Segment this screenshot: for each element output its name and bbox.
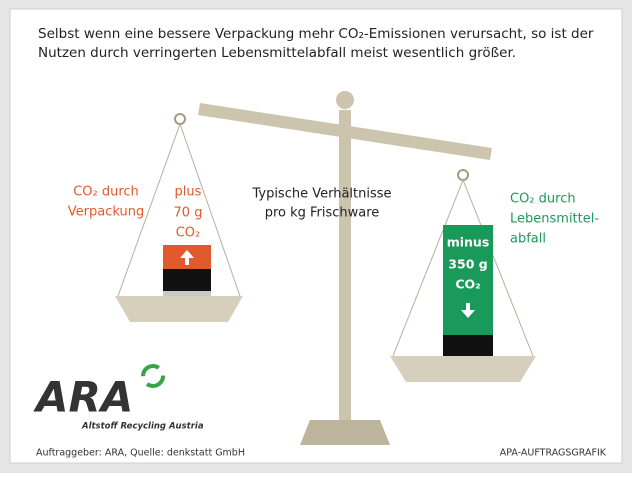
left-amount: CO₂ — [176, 226, 201, 241]
post — [339, 110, 351, 420]
pan — [390, 356, 536, 382]
left-label: Verpackung — [68, 205, 144, 220]
right-label: abfall — [510, 232, 546, 247]
knob — [336, 91, 354, 109]
right-amount: minus — [447, 235, 490, 250]
food-block — [443, 335, 493, 359]
title-line: Selbst wenn eine bessere Verpackung mehr… — [38, 26, 594, 42]
footer-source: Auftraggeber: ARA, Quelle: denkstatt Gmb… — [36, 448, 245, 459]
right-amount: 350 g — [448, 257, 487, 272]
title-line: Nutzen durch verringerten Lebensmittelab… — [38, 45, 516, 61]
center-label: pro kg Frischware — [265, 206, 380, 221]
center-label: Typische Verhältnisse — [251, 187, 391, 202]
left-label: CO₂ durch — [73, 185, 139, 200]
base — [300, 420, 390, 445]
pan — [115, 296, 243, 322]
food-block — [163, 269, 211, 291]
right-label: CO₂ durch — [510, 192, 576, 207]
logo-subtitle: Altstoff Recycling Austria — [81, 422, 204, 432]
logo-name: ARA — [33, 373, 133, 422]
footer-credit: APA-AUFTRAGSGRAFIK — [500, 448, 607, 459]
page: Selbst wenn eine bessere Verpackung mehr… — [0, 0, 632, 477]
infographic: Selbst wenn eine bessere Verpackung mehr… — [0, 0, 632, 473]
right-amount: CO₂ — [455, 277, 480, 292]
left-amount: 70 g — [174, 206, 203, 221]
left-amount: plus — [175, 185, 202, 200]
right-label: Lebensmittel- — [510, 212, 599, 227]
